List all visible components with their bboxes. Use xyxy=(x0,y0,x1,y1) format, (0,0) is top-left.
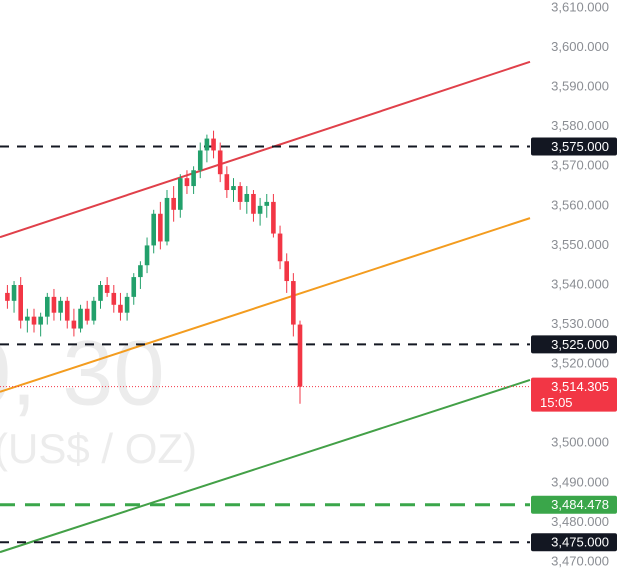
candle-body xyxy=(64,300,70,321)
candle-body xyxy=(217,150,223,175)
y-tick-label: 3,570.000 xyxy=(551,158,609,173)
price-badge xyxy=(531,533,617,552)
watermark-unit: (US$ / OZ) xyxy=(0,425,197,472)
candle-body xyxy=(11,284,17,301)
candle-body xyxy=(78,308,83,329)
candle-body xyxy=(91,300,97,321)
candle-body xyxy=(297,324,303,387)
candle-body xyxy=(204,138,210,151)
price-badge-label: 3,475.000 xyxy=(551,535,609,550)
candle-body xyxy=(38,316,43,325)
y-tick-label: 3,600.000 xyxy=(551,39,609,54)
candle-body xyxy=(58,300,63,313)
candle-body xyxy=(45,296,50,317)
trend-line xyxy=(0,60,531,239)
y-tick-label: 3,580.000 xyxy=(551,118,609,133)
y-tick-label: 3,480.000 xyxy=(551,514,609,529)
y-tick-label: 3,590.000 xyxy=(551,79,609,94)
candle-body xyxy=(171,197,176,210)
candle-body xyxy=(118,304,123,313)
candle-body xyxy=(98,284,103,301)
candle-body xyxy=(84,308,90,321)
candle-body xyxy=(151,213,156,246)
candle-body xyxy=(211,138,216,151)
price-badge xyxy=(531,335,617,354)
candle-body xyxy=(257,205,263,214)
candle-body xyxy=(25,316,30,321)
candle-body xyxy=(144,245,150,266)
candle-body xyxy=(18,284,23,321)
candle-body xyxy=(197,150,203,171)
candle-body xyxy=(178,178,183,210)
candle-body xyxy=(244,193,250,202)
countdown-label: 15:05 xyxy=(540,395,573,410)
candle-body xyxy=(124,296,130,313)
y-tick-label: 3,500.000 xyxy=(551,435,609,450)
candle-body xyxy=(184,178,190,187)
y-tick-label: 3,610.000 xyxy=(551,0,609,14)
price-badge xyxy=(531,495,617,514)
trend-line xyxy=(0,217,531,393)
candle-body xyxy=(191,170,196,187)
candle-body xyxy=(158,213,163,242)
y-tick-label: 3,550.000 xyxy=(551,237,609,252)
y-tick-label: 3,490.000 xyxy=(551,474,609,489)
candle-body xyxy=(251,193,256,214)
current-price-label: 3,514.305 xyxy=(551,379,609,394)
price-badge xyxy=(531,137,617,156)
watermark-symbol: 0, 30 xyxy=(0,322,165,424)
candle-body xyxy=(291,281,296,325)
candle-body xyxy=(271,201,276,234)
price-badge-label: 3,484.478 xyxy=(551,497,609,512)
y-tick-label: 3,520.000 xyxy=(551,356,609,371)
price-badge-label: 3,525.000 xyxy=(551,337,609,352)
trend-line xyxy=(0,379,531,554)
candle-body xyxy=(264,201,270,206)
candle-body xyxy=(164,197,170,242)
candle-body xyxy=(131,277,137,297)
candle-body xyxy=(71,320,77,329)
candle-body xyxy=(111,292,117,305)
candle-body xyxy=(5,292,10,301)
price-badge-label: 3,575.000 xyxy=(551,139,609,154)
candle-body xyxy=(237,186,243,202)
y-tick-label: 3,530.000 xyxy=(551,316,609,331)
candle-body xyxy=(31,316,37,325)
y-tick-label: 3,560.000 xyxy=(551,197,609,212)
candle-body xyxy=(224,174,230,191)
y-tick-label: 3,470.000 xyxy=(551,553,609,568)
candle-body xyxy=(277,233,283,262)
current-price-badge xyxy=(531,377,617,412)
candle-body xyxy=(284,261,289,282)
y-tick-label: 3,540.000 xyxy=(551,276,609,291)
candle-body xyxy=(231,186,236,191)
candle-body xyxy=(51,296,57,313)
candle-body xyxy=(104,284,110,293)
candle-body xyxy=(138,265,143,278)
